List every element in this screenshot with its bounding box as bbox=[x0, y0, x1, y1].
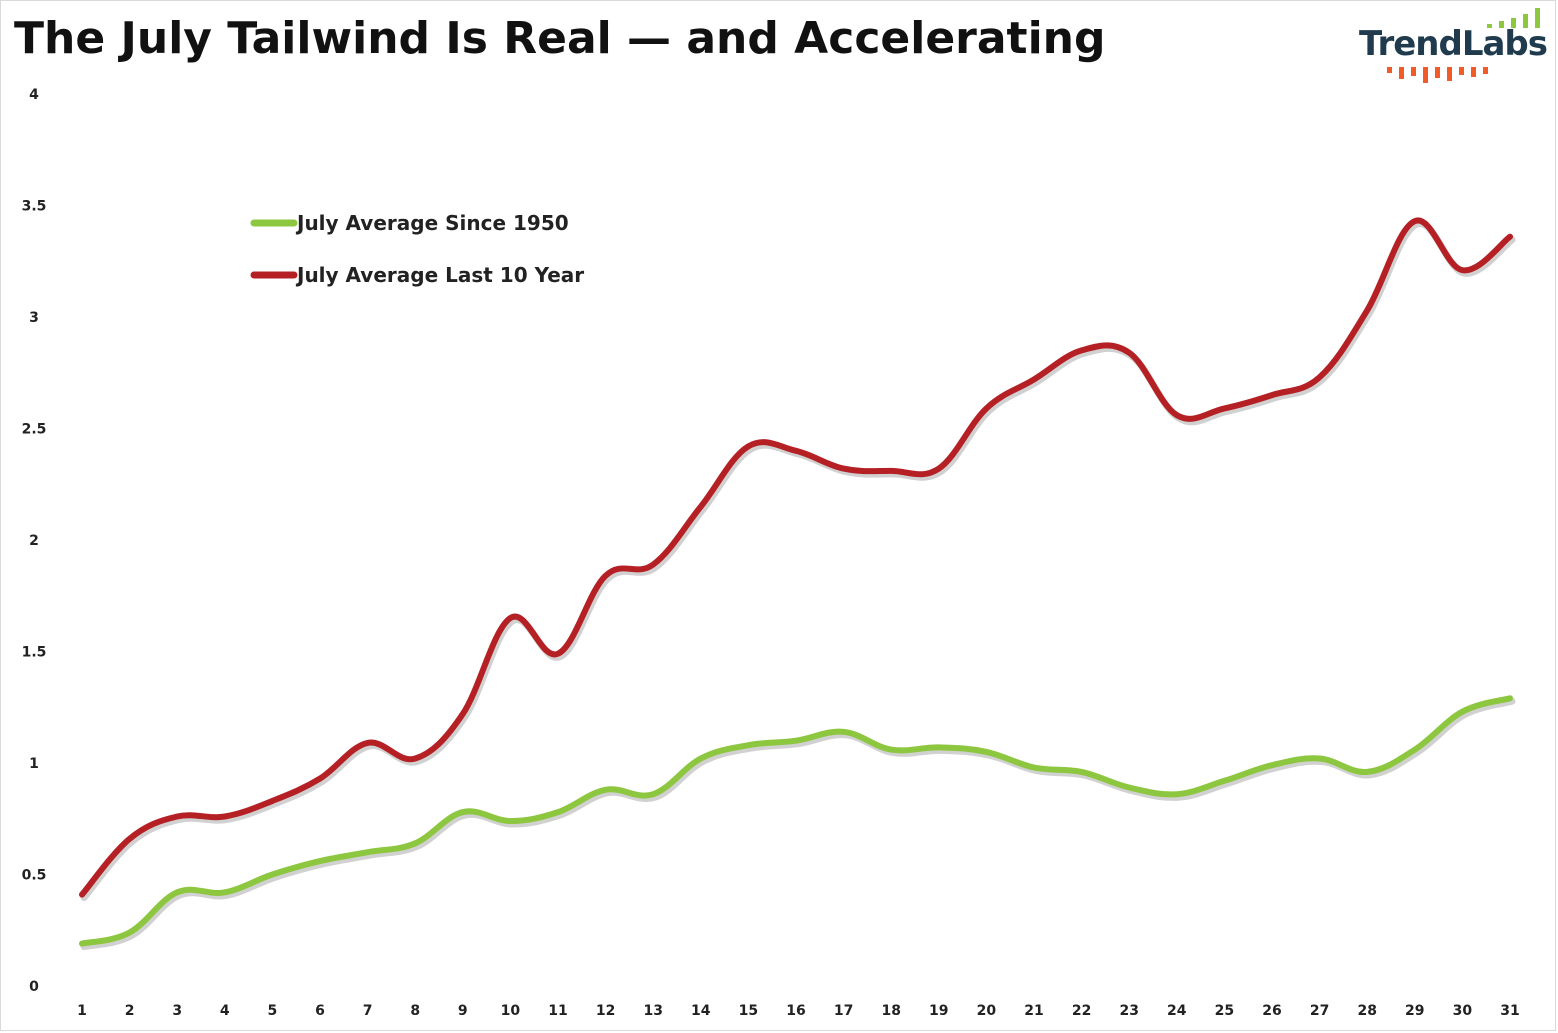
x-tick-label: 10 bbox=[501, 1003, 521, 1019]
chart-title: The July Tailwind Is Real — and Accelera… bbox=[14, 13, 1106, 64]
x-tick-label: 4 bbox=[220, 1003, 230, 1019]
logo-bar-bottom bbox=[1483, 67, 1488, 74]
y-tick-label: 0.5 bbox=[22, 868, 47, 884]
series-line-shadow bbox=[80, 697, 1516, 951]
series-lines bbox=[79, 217, 1516, 951]
x-tick-label: 11 bbox=[548, 1003, 567, 1019]
x-tick-label: 19 bbox=[929, 1003, 948, 1019]
x-tick-label: 25 bbox=[1215, 1003, 1234, 1019]
series-line-2 bbox=[79, 217, 1513, 898]
logo-text: TrendLabs bbox=[1359, 24, 1548, 64]
logo-bar-bottom bbox=[1387, 67, 1392, 73]
y-tick-label: 2.5 bbox=[22, 422, 47, 438]
x-tick-label: 13 bbox=[643, 1003, 662, 1019]
logo-bar-bottom bbox=[1435, 67, 1440, 78]
x-tick-label: 1 bbox=[77, 1003, 87, 1019]
logo-bar-bottom bbox=[1459, 67, 1464, 75]
legend-label: July Average Last 10 Year bbox=[295, 263, 584, 287]
x-tick-label: 27 bbox=[1310, 1003, 1329, 1019]
logo-bar-bottom bbox=[1447, 67, 1452, 81]
y-tick-label: 1.5 bbox=[22, 645, 47, 661]
y-tick-label: 1 bbox=[29, 756, 39, 772]
x-tick-label: 2 bbox=[125, 1003, 135, 1019]
y-tick-label: 2 bbox=[29, 533, 39, 549]
legend-label: July Average Since 1950 bbox=[295, 211, 569, 235]
x-tick-label: 8 bbox=[410, 1003, 420, 1019]
logo-bar-bottom bbox=[1471, 67, 1476, 77]
x-tick-label: 12 bbox=[596, 1003, 615, 1019]
y-tick-label: 3 bbox=[29, 310, 39, 326]
x-tick-label: 5 bbox=[268, 1003, 278, 1019]
x-tick-label: 28 bbox=[1357, 1003, 1376, 1019]
logo-bar-top bbox=[1499, 21, 1504, 28]
x-tick-label: 14 bbox=[691, 1003, 711, 1019]
legend: July Average Since 1950 July Average Last… bbox=[250, 211, 584, 287]
logo-bar-top bbox=[1523, 14, 1528, 28]
y-tick-label: 0 bbox=[29, 979, 39, 995]
y-axis: 0 0.5 1 1.5 2 2.5 3 3.5 4 bbox=[22, 87, 47, 995]
series-line-1 bbox=[79, 695, 1513, 947]
logo-bar-top bbox=[1511, 18, 1516, 28]
x-tick-label: 16 bbox=[786, 1003, 805, 1019]
x-tick-label: 22 bbox=[1072, 1003, 1091, 1019]
x-axis: 1 2 3 4 5 6 7 8 9 10 11 12 13 14 15 16 17 18 19 20 21 22 23 24 2… bbox=[77, 1003, 1520, 1019]
x-tick-label: 21 bbox=[1024, 1003, 1043, 1019]
x-tick-label: 24 bbox=[1167, 1003, 1187, 1019]
x-tick-label: 30 bbox=[1453, 1003, 1473, 1019]
x-tick-label: 18 bbox=[881, 1003, 900, 1019]
x-tick-label: 7 bbox=[363, 1003, 373, 1019]
x-tick-label: 20 bbox=[977, 1003, 997, 1019]
x-tick-label: 3 bbox=[172, 1003, 182, 1019]
x-tick-label: 9 bbox=[458, 1003, 468, 1019]
x-tick-label: 15 bbox=[739, 1003, 758, 1019]
series-line-shadow bbox=[80, 220, 1516, 902]
y-tick-label: 4 bbox=[29, 87, 39, 103]
x-tick-label: 23 bbox=[1119, 1003, 1138, 1019]
x-tick-label: 31 bbox=[1500, 1003, 1519, 1019]
logo-bar-top bbox=[1487, 24, 1492, 28]
logo-bar-bottom bbox=[1399, 67, 1404, 79]
trendlabs-logo: TrendLabs bbox=[1355, 4, 1553, 92]
x-tick-label: 17 bbox=[834, 1003, 853, 1019]
x-tick-label: 6 bbox=[315, 1003, 325, 1019]
logo-bars-icon bbox=[1387, 8, 1540, 83]
logo-bar-top bbox=[1535, 8, 1540, 28]
y-tick-label: 3.5 bbox=[22, 199, 47, 215]
x-tick-label: 26 bbox=[1262, 1003, 1281, 1019]
x-tick-label: 29 bbox=[1405, 1003, 1424, 1019]
logo-bar-bottom bbox=[1411, 67, 1416, 76]
logo-bar-bottom bbox=[1423, 67, 1428, 83]
